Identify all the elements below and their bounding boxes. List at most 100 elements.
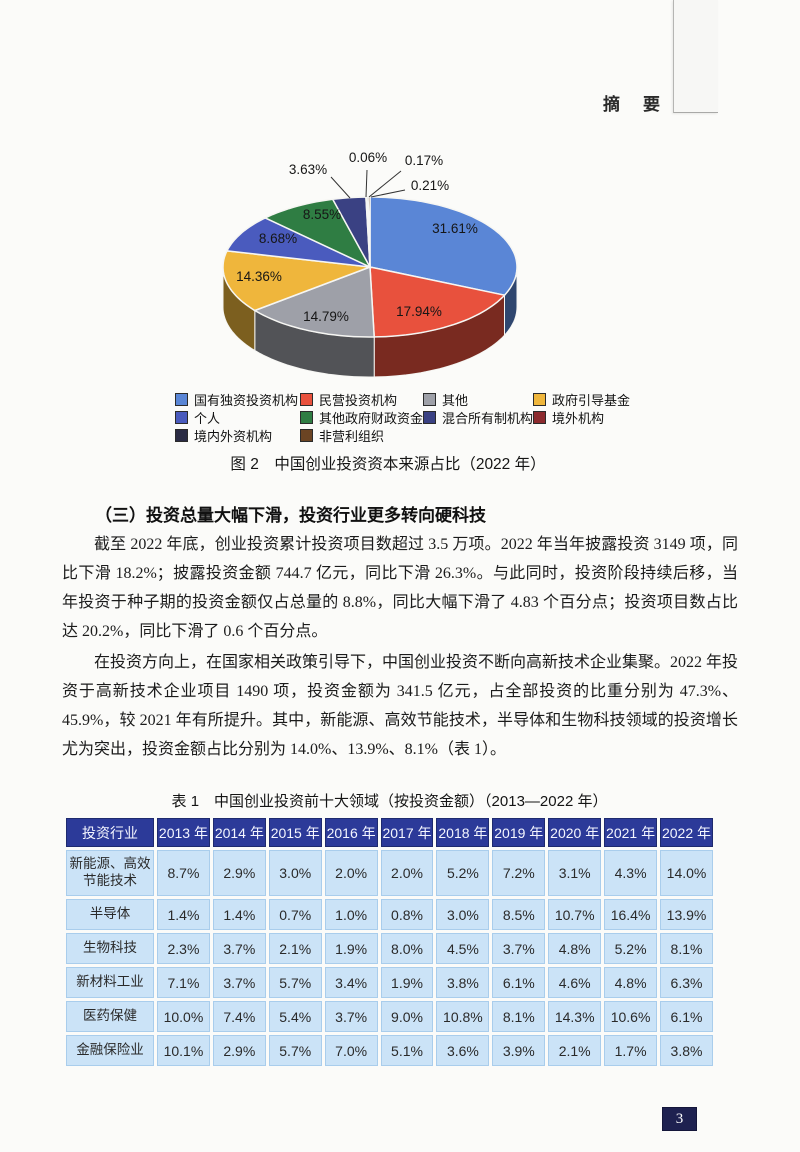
page-number: 3 [675, 1110, 684, 1127]
table-row: 投资行业 2013 年 2014 年 2015 年 2016 年 2017 年 2018 年… [66, 818, 713, 847]
table-cell: 2.0% [380, 850, 434, 896]
legend-item: 民营投资机构 [300, 390, 397, 409]
table-cell: 13.9% [660, 899, 713, 930]
table-cell: 8.1% [492, 1001, 546, 1032]
table-cell: 1.9% [380, 967, 434, 998]
table-row-label: 新材料工业 [66, 967, 154, 998]
table-cell: 1.4% [212, 899, 266, 930]
legend-label: 个人 [194, 411, 221, 426]
table-header-cell: 2017 年 [380, 818, 434, 847]
table-cell: 5.7% [268, 967, 322, 998]
table-cell: 7.0% [324, 1035, 378, 1066]
table-cell: 10.8% [436, 1001, 490, 1032]
table-header-cell: 2021 年 [604, 818, 658, 847]
table-cell: 3.8% [660, 1035, 713, 1066]
table-cell: 2.1% [548, 1035, 602, 1066]
pie-slice-3 [222, 250, 371, 312]
table-cell: 0.8% [380, 899, 434, 930]
table-header-cell: 2018 年 [436, 818, 490, 847]
legend-item: 个人 [175, 408, 220, 427]
legend-swatch-icon [423, 393, 436, 406]
legend-swatch-icon [175, 411, 188, 424]
legend-item: 非营利组织 [300, 426, 384, 445]
legend-label: 其他政府财政资金 [319, 411, 424, 426]
pie-chart-capital-sources: 31.61% 17.94% 14.79% 14.36% 8.68% 8.55% 3.63% 0… [222, 150, 518, 378]
table-cell: 0.7% [268, 899, 322, 930]
table-cell: 2.0% [324, 850, 378, 896]
legend-item: 境内外资机构 [175, 426, 272, 445]
pie-value-label: 8.55% [303, 207, 341, 222]
table-cell: 1.4% [157, 899, 210, 930]
legend-swatch-icon [300, 429, 313, 442]
legend-label: 国有独资投资机构 [194, 393, 299, 408]
legend-swatch-icon [175, 429, 188, 442]
table-header-cell: 2014 年 [212, 818, 266, 847]
table-cell: 6.3% [660, 967, 713, 998]
table-cell: 8.1% [660, 933, 713, 964]
body-paragraph-1: 截至 2022 年底，创业投资累计投资项目数超过 3.5 万项。2022 年当年… [62, 536, 738, 640]
table-header-cell: 2020 年 [548, 818, 602, 847]
table-cell: 3.6% [436, 1035, 490, 1066]
pie-slice-5 [263, 198, 372, 269]
table-cell: 10.1% [157, 1035, 210, 1066]
page-number-badge: 3 [662, 1107, 697, 1131]
table-cell: 4.5% [436, 933, 490, 964]
table-cell: 5.4% [268, 1001, 322, 1032]
table-cell: 4.3% [604, 850, 658, 896]
table-cell: 1.0% [324, 899, 378, 930]
table-cell: 3.4% [324, 967, 378, 998]
industry-share-table: 投资行业 2013 年 2014 年 2015 年 2016 年 2017 年 2018 年… [63, 815, 716, 1069]
page-corner-tab [673, 0, 718, 113]
body-paragraph-2: 在投资方向上，在国家相关政策引导下，中国创业投资不断向高新技术企业集聚。2022… [62, 654, 739, 758]
table-cell: 4.8% [548, 933, 602, 964]
table-cell: 3.0% [436, 899, 490, 930]
table-row-label: 医药保健 [66, 1001, 154, 1032]
legend-label: 政府引导基金 [552, 393, 631, 408]
table-cell: 16.4% [604, 899, 658, 930]
table-cell: 1.9% [324, 933, 378, 964]
table-cell: 3.8% [436, 967, 490, 998]
legend-item: 其他 [423, 390, 468, 409]
table-row-label: 生物科技 [66, 933, 154, 964]
section-heading: （三）投资总量大幅下滑，投资行业更多转向硬科技 [95, 506, 486, 525]
table-cell: 5.1% [380, 1035, 434, 1066]
table-cell: 3.7% [492, 933, 546, 964]
table-header-cell: 投资行业 [66, 818, 154, 847]
table-cell: 9.0% [380, 1001, 434, 1032]
pie-slice-2 [253, 265, 375, 338]
table-row: 新材料工业 7.1% 3.7% 5.7% 3.4% 1.9% 3.8% 6.1% 4.6% 4.8… [66, 967, 713, 998]
pie-slice-1 [369, 266, 506, 338]
table-cell: 2.9% [212, 850, 266, 896]
table-cell: 2.3% [157, 933, 210, 964]
table-cell: 8.5% [492, 899, 546, 930]
pie-slice-6 [331, 196, 371, 268]
table-cell: 3.7% [212, 967, 266, 998]
table-cell: 1.7% [604, 1035, 658, 1066]
legend-swatch-icon [300, 411, 313, 424]
legend-swatch-icon [300, 393, 313, 406]
pie-leader-line [365, 169, 368, 198]
table-row: 生物科技 2.3% 3.7% 2.1% 1.9% 8.0% 4.5% 3.7% 4.8% 5.2%… [66, 933, 713, 964]
legend-label: 境内外资机构 [194, 429, 273, 444]
legend-swatch-icon [423, 411, 436, 424]
pie-slice-4 [225, 217, 371, 268]
table-cell: 8.0% [380, 933, 434, 964]
table-header-row: 投资行业 2013 年 2014 年 2015 年 2016 年 2017 年 2018 年… [66, 818, 713, 847]
table-header-cell: 2016 年 [324, 818, 378, 847]
table-row-label: 新能源、高效节能技术 [66, 850, 154, 896]
legend-label: 混合所有制机构 [442, 411, 534, 426]
pie-value-label: 0.06% [349, 150, 387, 165]
table-cell: 5.7% [268, 1035, 322, 1066]
pie-value-label: 8.68% [259, 231, 297, 246]
table-header-cell: 2015 年 [268, 818, 322, 847]
pie-value-label: 17.94% [396, 304, 442, 319]
table-cell: 4.8% [604, 967, 658, 998]
table-cell: 10.6% [604, 1001, 658, 1032]
legend-item: 国有独资投资机构 [175, 390, 298, 409]
table-cell: 8.7% [157, 850, 210, 896]
table-cell: 6.1% [660, 1001, 713, 1032]
table-header-cell: 2022 年 [660, 818, 713, 847]
pie-value-label: 0.21% [411, 178, 449, 193]
table-cell: 4.6% [548, 967, 602, 998]
